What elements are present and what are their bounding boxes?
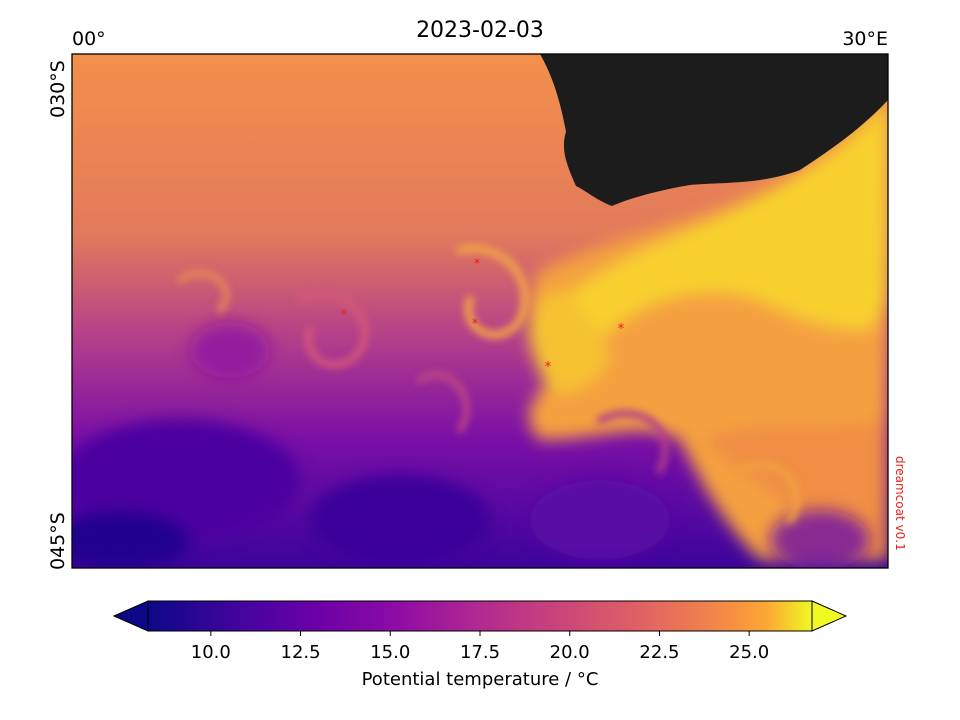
colorbar-tick-label: 22.5 [639,642,680,663]
colorbar-tick-label: 25.0 [729,642,770,663]
longitude-label-west: 00° [72,28,106,50]
cold-eddies [72,322,870,568]
marker: * [474,257,481,272]
colorbar [112,600,848,636]
swirl-filaments [177,244,800,524]
colorbar-label: Potential temperature / °C [361,669,599,690]
map-frame [71,53,889,569]
longitude-label-east: 30°E [842,28,888,50]
marker: * [545,360,552,375]
colorbar-tick-label: 20.0 [549,642,590,663]
marker: * [472,317,479,332]
observation-markers: * * * * * [341,257,625,375]
warm-current [529,90,888,560]
marker: * [618,322,625,337]
land-mass [540,54,888,206]
colorbar-gradient [147,600,813,632]
map-title: 2023-02-03 [416,18,544,43]
colorbar-tick-label: 17.5 [459,642,501,663]
colorbar-tick-label: 15.0 [370,642,411,663]
marker: * [341,308,348,323]
colorbar-max-extension [811,600,848,632]
credit-label: dreamcoat v0.1 [893,456,907,551]
colorbar-min-extension [112,600,149,632]
colorbar-tick-label: 10.0 [190,642,231,663]
map-panel [72,54,888,568]
colorbar-tick-label: 12.5 [280,642,321,663]
